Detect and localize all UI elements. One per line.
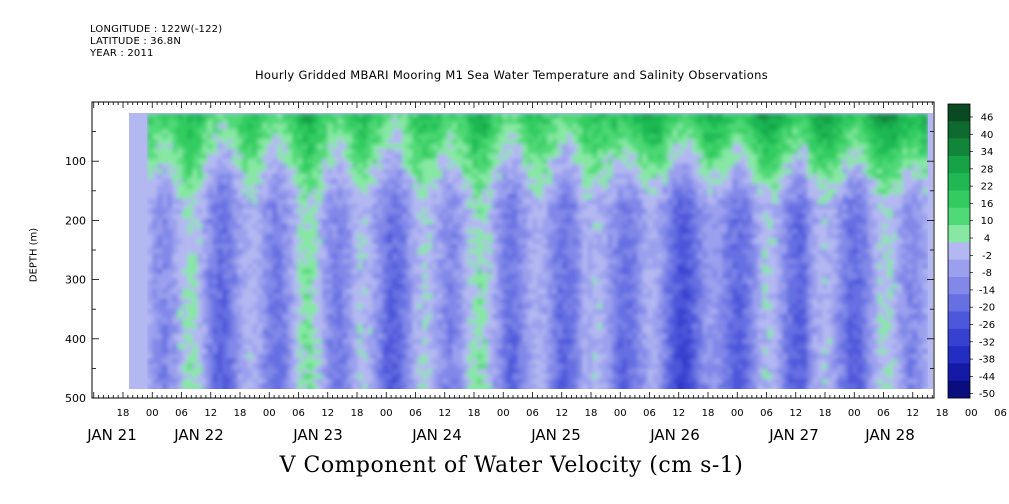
colorbar-label: 22 xyxy=(981,182,994,193)
x-hour-tick-label: 06 xyxy=(409,408,422,419)
colorbar-swatch xyxy=(948,225,970,243)
x-date-label: JAN 26 xyxy=(649,426,700,444)
colorbar-label: 46 xyxy=(981,112,994,123)
y-tick-label: 100 xyxy=(65,155,86,168)
x-hour-tick-label: 00 xyxy=(848,408,861,419)
colorbar-swatch xyxy=(948,311,970,330)
colorbar-label: -2 xyxy=(982,251,992,262)
heatmap-field xyxy=(129,113,933,389)
colorbar-swatch xyxy=(948,242,970,260)
y-tick-label: 300 xyxy=(65,274,86,287)
colorbar-swatch xyxy=(948,190,970,209)
colorbar-swatch xyxy=(948,104,970,122)
colorbar-swatch xyxy=(948,346,970,364)
colorbar-swatch xyxy=(948,207,970,226)
colorbar-label: -50 xyxy=(979,389,995,400)
year-label: YEAR : 2011 xyxy=(90,48,154,59)
longitude-label: LONGITUDE : 122W(-122) xyxy=(90,24,223,35)
x-hour-tick-label: 00 xyxy=(146,408,159,419)
x-hour-tick-label: 06 xyxy=(526,408,539,419)
x-hour-tick-label: 06 xyxy=(643,408,656,419)
x-hour-tick-label: 00 xyxy=(965,408,978,419)
x-axis-label: V Component of Water Velocity (cm s-1) xyxy=(279,453,744,478)
x-hour-tick-label: 00 xyxy=(731,408,744,419)
y-tick-label: 400 xyxy=(65,333,86,346)
colorbar-swatch xyxy=(948,328,970,347)
x-hour-tick-label: 18 xyxy=(351,408,364,419)
x-date-label: JAN 23 xyxy=(292,426,343,444)
colorbar-label: 4 xyxy=(984,234,990,245)
colorbar-label: -14 xyxy=(979,285,995,296)
x-date-label: JAN 28 xyxy=(864,426,915,444)
x-date-label: JAN 24 xyxy=(411,426,462,444)
colorbar-swatch xyxy=(948,259,970,278)
y-tick-label: 500 xyxy=(65,392,86,405)
x-date-label: JAN 22 xyxy=(173,426,224,444)
colorbar-swatch xyxy=(948,380,970,399)
colorbar-swatch xyxy=(948,121,970,139)
x-date-label: JAN 25 xyxy=(530,426,581,444)
x-hour-tick-label: 12 xyxy=(555,408,568,419)
x-hour-tick-label: 18 xyxy=(819,408,832,419)
colorbar-swatch xyxy=(948,155,970,174)
x-hour-tick-label: 00 xyxy=(380,408,393,419)
x-hour-tick-label: 18 xyxy=(234,408,247,419)
colorbar-label: 40 xyxy=(981,130,994,141)
colorbar-label: -38 xyxy=(979,355,995,366)
latitude-label: LATITUDE : 36.8N xyxy=(90,36,182,47)
colorbar-label: -8 xyxy=(982,268,992,279)
x-hour-tick-label: 12 xyxy=(321,408,334,419)
colorbar-swatch xyxy=(948,138,970,157)
x-date-label: JAN 27 xyxy=(768,426,819,444)
x-hour-tick-label: 06 xyxy=(292,408,305,419)
x-hour-tick-label: 18 xyxy=(702,408,715,419)
x-hour-tick-label: 00 xyxy=(263,408,276,419)
colorbar: 46 40 34 28 22 16 10 4 -2 -8 -14 -20 -26 -32 -38 -44 -50 xyxy=(947,103,995,400)
x-hour-tick-label: 18 xyxy=(117,408,130,419)
colorbar-label: -20 xyxy=(979,303,995,314)
chart-title: Hourly Gridded MBARI Mooring M1 Sea Wate… xyxy=(254,68,769,82)
x-hour-tick-label: 06 xyxy=(994,408,1007,419)
x-hour-tick-label: 12 xyxy=(672,408,685,419)
colorbar-label: 34 xyxy=(981,147,994,158)
x-hour-tick-label: 12 xyxy=(438,408,451,419)
x-hour-tick-label: 18 xyxy=(585,408,598,419)
colorbar-label: 28 xyxy=(981,164,994,175)
colorbar-swatch xyxy=(948,173,970,191)
x-hour-tick-label: 12 xyxy=(906,408,919,419)
x-hour-tick-label: 18 xyxy=(468,408,481,419)
colorbar-label: 10 xyxy=(981,216,994,227)
x-hour-tick-label: 00 xyxy=(497,408,510,419)
colorbar-swatch xyxy=(948,294,970,312)
colorbar-label: -26 xyxy=(979,320,995,331)
colorbar-label: -32 xyxy=(979,337,995,348)
colorbar-label: 16 xyxy=(981,199,994,210)
y-tick-label: 200 xyxy=(65,214,86,227)
x-hour-tick-label: 18 xyxy=(936,408,949,419)
x-hour-tick-label: 06 xyxy=(175,408,188,419)
x-hour-tick-label: 12 xyxy=(789,408,802,419)
colorbar-swatch xyxy=(948,363,970,382)
x-hour-tick-label: 12 xyxy=(204,408,217,419)
x-hour-tick-label: 06 xyxy=(760,408,773,419)
x-date-label: JAN 21 xyxy=(86,426,137,444)
colorbar-swatch xyxy=(948,276,970,295)
x-hour-tick-label: 00 xyxy=(614,408,627,419)
colorbar-label: -44 xyxy=(979,372,995,383)
x-hour-tick-label: 06 xyxy=(877,408,890,419)
